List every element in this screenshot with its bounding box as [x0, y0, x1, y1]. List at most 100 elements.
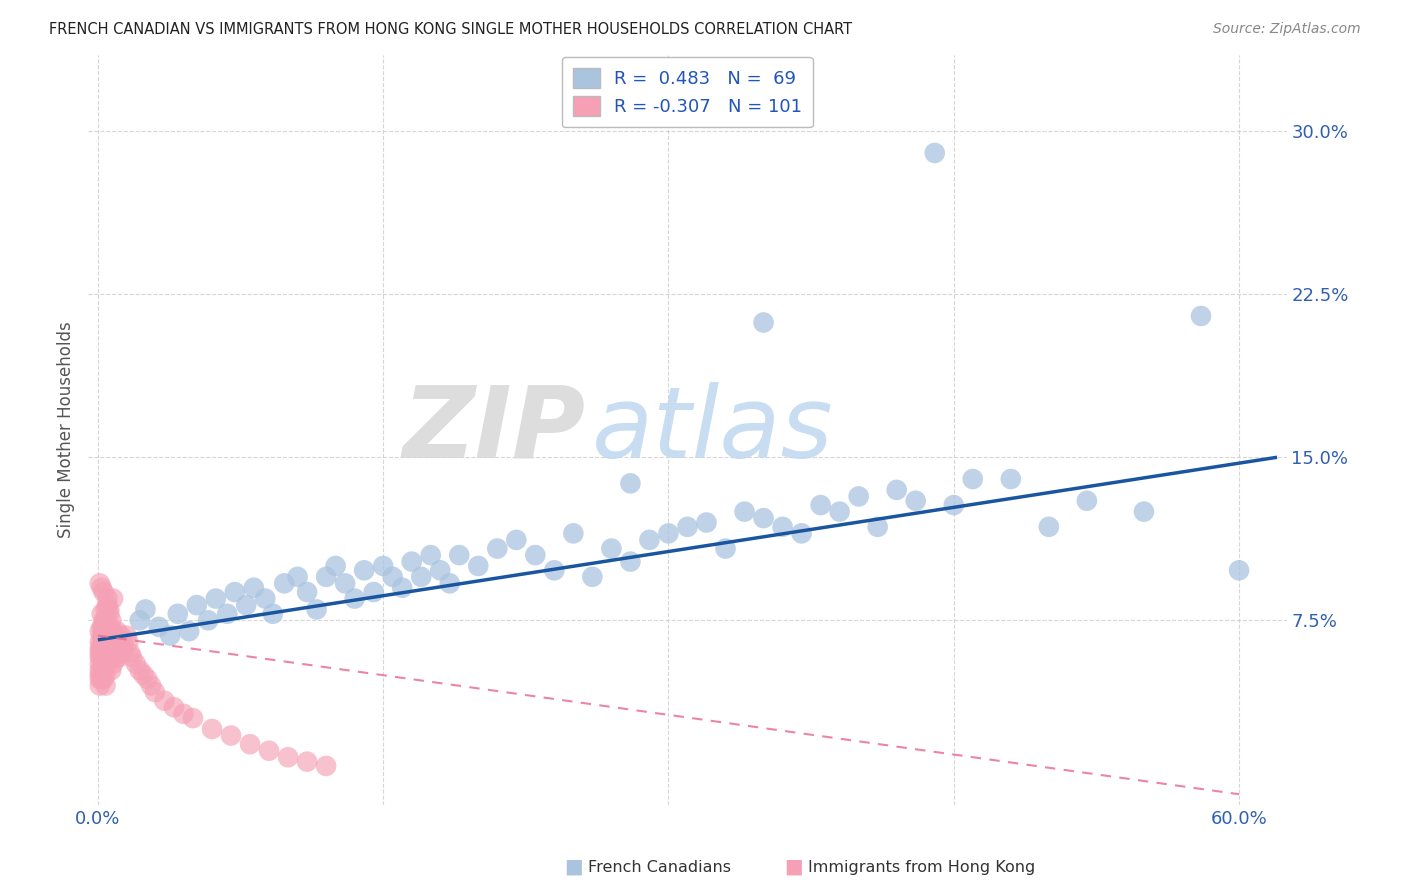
Point: [186, 598, 208, 612]
Point: [373, 558, 395, 573]
Point: [315, 759, 337, 773]
Point: [94, 667, 117, 681]
Point: [110, 646, 132, 660]
Point: [179, 624, 201, 639]
Point: [110, 628, 132, 642]
Point: [101, 624, 124, 639]
Point: [98, 635, 121, 649]
Point: [139, 679, 162, 693]
Point: [828, 505, 851, 519]
Point: [93, 617, 115, 632]
Point: [93, 628, 115, 642]
Point: [90, 661, 112, 675]
Point: [401, 555, 423, 569]
Point: [1189, 309, 1212, 323]
Point: [90, 646, 112, 660]
Point: [273, 576, 295, 591]
Y-axis label: Single Mother Households: Single Mother Households: [58, 322, 75, 539]
Point: [94, 646, 117, 660]
Point: [619, 555, 641, 569]
Point: [93, 657, 115, 671]
Point: [695, 516, 717, 530]
Point: [105, 624, 128, 639]
Point: [90, 672, 112, 686]
Point: [101, 591, 124, 606]
Point: [752, 511, 775, 525]
Point: [1076, 493, 1098, 508]
Point: [197, 613, 219, 627]
Point: [524, 548, 547, 562]
Text: Source: ZipAtlas.com: Source: ZipAtlas.com: [1213, 22, 1361, 37]
Point: [93, 613, 115, 627]
Point: [107, 635, 129, 649]
Point: [96, 635, 118, 649]
Point: [89, 646, 111, 660]
Point: [134, 602, 156, 616]
Point: [153, 694, 176, 708]
Point: [1227, 563, 1250, 577]
Point: [790, 526, 813, 541]
Text: ▪: ▪: [562, 853, 583, 881]
Point: [128, 613, 150, 627]
Point: [96, 620, 118, 634]
Point: [114, 641, 136, 656]
Point: [101, 657, 124, 671]
Point: [363, 585, 385, 599]
Legend: R =  0.483   N =  69, R = -0.307   N = 101: R = 0.483 N = 69, R = -0.307 N = 101: [562, 57, 813, 128]
Point: [619, 476, 641, 491]
Point: [90, 607, 112, 621]
Point: [104, 628, 127, 642]
Point: [93, 672, 115, 686]
Text: Immigrants from Hong Kong: Immigrants from Hong Kong: [808, 860, 1036, 874]
Point: [98, 607, 121, 621]
Point: [942, 498, 965, 512]
Point: [254, 591, 277, 606]
Point: [90, 650, 112, 665]
Point: [163, 700, 186, 714]
Point: [295, 585, 318, 599]
Point: [325, 558, 347, 573]
Point: [1133, 505, 1156, 519]
Point: [638, 533, 661, 547]
Point: [120, 646, 142, 660]
Point: [381, 570, 404, 584]
Text: atlas: atlas: [592, 382, 834, 479]
Point: [89, 679, 111, 693]
Point: [217, 607, 239, 621]
Point: [600, 541, 623, 556]
Point: [411, 570, 433, 584]
Point: [1038, 520, 1060, 534]
Point: [96, 598, 118, 612]
Point: [333, 576, 356, 591]
Point: [886, 483, 908, 497]
Point: [89, 635, 111, 649]
Point: [219, 729, 242, 743]
Point: [93, 585, 115, 599]
Point: [201, 722, 224, 736]
Point: [94, 613, 117, 627]
Point: [93, 650, 115, 665]
Point: [257, 744, 280, 758]
Point: [96, 657, 118, 671]
Point: [295, 755, 318, 769]
Point: [105, 650, 128, 665]
Point: [449, 548, 471, 562]
Point: [204, 591, 226, 606]
Point: [93, 624, 115, 639]
Point: [904, 493, 927, 508]
Text: French Canadians: French Canadians: [588, 860, 731, 874]
Point: [89, 576, 111, 591]
Point: [90, 635, 112, 649]
Point: [734, 505, 756, 519]
Point: [93, 635, 115, 649]
Point: [657, 526, 679, 541]
Point: [100, 663, 122, 677]
Point: [277, 750, 299, 764]
Point: [93, 641, 115, 656]
Point: [543, 563, 565, 577]
Point: [105, 641, 128, 656]
Point: [89, 657, 111, 671]
Point: [101, 640, 124, 654]
Point: [810, 498, 832, 512]
Point: [117, 635, 139, 649]
